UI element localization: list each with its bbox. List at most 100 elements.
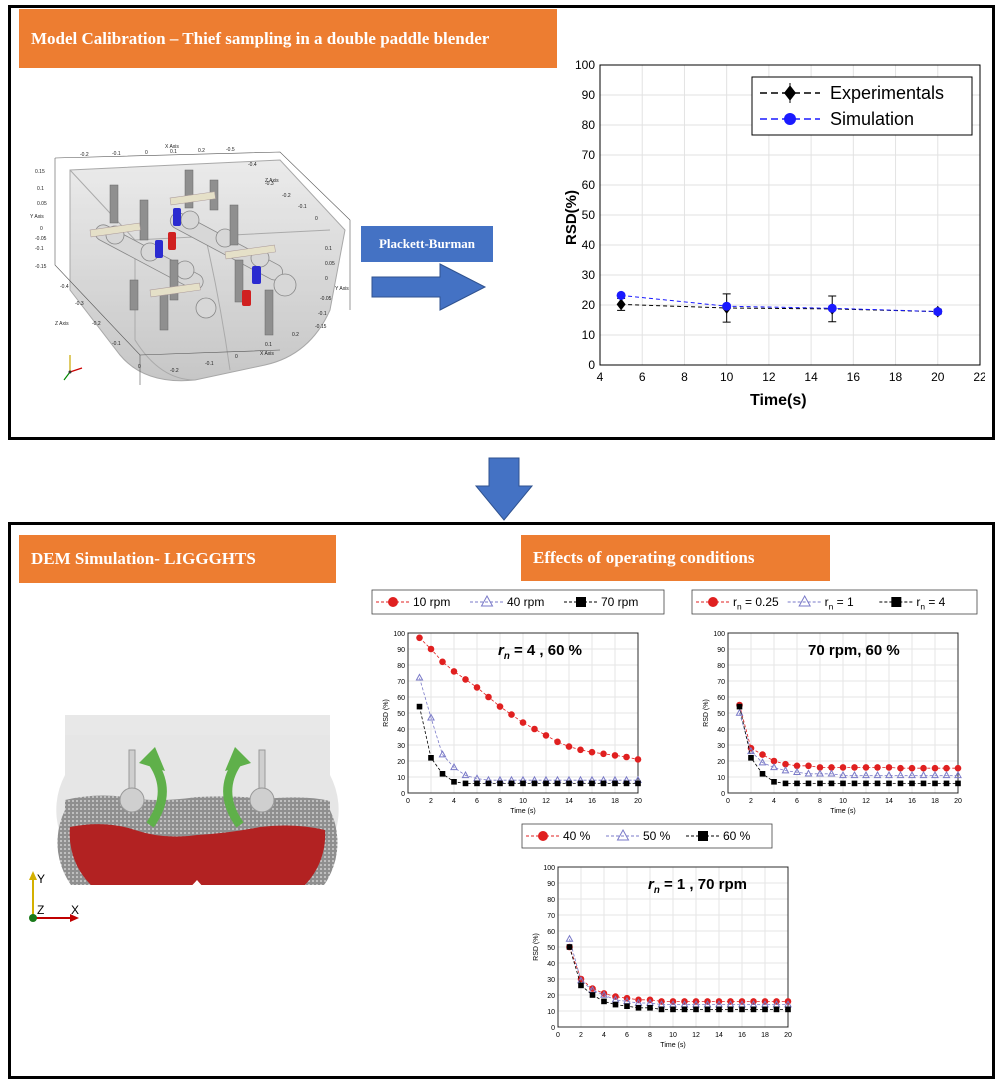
x-tick-label: 18 [761, 1032, 769, 1039]
y-tick-label: 70 [397, 679, 405, 686]
data-point [704, 1006, 711, 1013]
y-tick-label: 0 [401, 791, 405, 798]
data-point [589, 992, 596, 998]
data-point [461, 771, 470, 779]
plot-frame-border [557, 866, 789, 1028]
data-point [840, 780, 846, 787]
x-tick-label: 14 [565, 798, 573, 805]
data-point [462, 676, 469, 683]
cad-tick: -0.1 [35, 246, 44, 252]
y-tick-label: 60 [397, 695, 405, 702]
x-tick-label: 16 [738, 1032, 746, 1039]
legend-box [371, 589, 665, 615]
legend-box [521, 823, 773, 849]
data-point [873, 771, 882, 779]
cad-tick: -0.05 [35, 236, 47, 242]
data-point [874, 780, 881, 787]
legend-label: Experimentals [830, 83, 944, 103]
data-point [566, 780, 572, 787]
data-point [716, 1006, 722, 1013]
y-tick-label: 10 [582, 328, 596, 342]
data-point [773, 1006, 780, 1013]
data-point [416, 703, 423, 710]
plot-frame-border [727, 632, 959, 794]
data-point [804, 769, 813, 777]
y-tick-label: 90 [397, 647, 405, 654]
cad-tick: 0.1 [325, 246, 332, 252]
y-tick-label: 80 [717, 663, 725, 670]
legend-marker [616, 828, 630, 841]
cad-tick: 0 [145, 150, 148, 156]
x-tick-label: 6 [639, 370, 646, 384]
x-tick-label: 2 [429, 798, 433, 805]
y-tick-label: 0 [588, 358, 595, 372]
calibration-chart: 0 10 20 30 40 50 60 70 80 90 100 4 6 8 10 12 14 16 18 20 22 T… [565, 58, 985, 409]
x-tick-label: 4 [452, 798, 456, 805]
y-tick-label: 70 [582, 148, 596, 162]
cad-tick: -0.1 [205, 361, 214, 367]
data-point [624, 1003, 630, 1009]
y-tick-label: 60 [547, 929, 555, 936]
data-point [736, 703, 743, 710]
data-point [474, 780, 480, 787]
x-tick-label: 12 [862, 798, 870, 805]
data-point [681, 1006, 688, 1013]
data-point [920, 780, 927, 787]
cad-z-axis-label-bottom: Z Axis [55, 321, 69, 327]
axis-x-label: X [71, 903, 79, 917]
data-point [531, 725, 538, 733]
data-point [647, 1005, 653, 1011]
x-tick-label: 10 [669, 1032, 677, 1039]
legend-marker [784, 113, 796, 125]
data-point [722, 301, 732, 311]
cad-tick: -0.4 [248, 162, 257, 168]
y-tick-label: 40 [717, 727, 725, 734]
cad-tick: -0.2 [92, 321, 101, 327]
ratio-effect-chart: rn = 0.25 rn = 1 rn = 40102030405060708090… [691, 589, 978, 815]
data-point [693, 1006, 699, 1013]
x-tick-label: 0 [726, 798, 730, 805]
legend-label: rn = 4 [916, 595, 945, 612]
data-point [497, 780, 503, 787]
data-point [931, 764, 939, 772]
data-point [886, 780, 892, 787]
y-tick-label: 90 [547, 881, 555, 888]
data-point [589, 780, 595, 787]
data-point [438, 750, 447, 758]
cad-tick: 0 [138, 364, 141, 370]
y-tick-label: 20 [547, 993, 555, 1000]
data-point [770, 763, 778, 771]
y-tick-label: 70 [717, 679, 725, 686]
y-tick-label: 20 [397, 759, 405, 766]
legend: rn = 0.25 rn = 1 rn = 4 [691, 589, 978, 615]
x-tick-label: 10 [720, 370, 734, 384]
data-point [727, 1006, 734, 1013]
x-tick-label: 18 [889, 370, 903, 384]
data-point [931, 771, 939, 779]
data-point [897, 780, 904, 787]
y-tick-label: 60 [717, 695, 725, 702]
x-tick-label: 20 [954, 798, 962, 805]
legend-marker [480, 594, 494, 607]
data-point [908, 764, 916, 772]
legend-marker [698, 831, 708, 841]
axis-y-label: Y [37, 872, 45, 886]
blender-shell [69, 159, 346, 382]
legend-label: rn = 1 [825, 595, 854, 612]
legend-marker [538, 831, 548, 841]
data-point [601, 998, 607, 1005]
data-point [851, 780, 858, 787]
cad-tick: -0.2 [282, 193, 291, 199]
data-point [851, 764, 858, 771]
x-tick-label: 14 [804, 370, 818, 384]
data-point [531, 780, 538, 787]
legend-box [751, 76, 973, 136]
y-tick-label: 30 [582, 268, 596, 282]
x-tick-label: 2 [579, 1032, 583, 1039]
x-tick-label: 14 [885, 798, 893, 805]
data-point [450, 668, 458, 675]
cad-tick: 0.1 [37, 186, 44, 192]
xyz-axis-triad: Y Z X [29, 871, 79, 922]
x-tick-label: 0 [406, 798, 410, 805]
series-line-0 [569, 946, 788, 1002]
